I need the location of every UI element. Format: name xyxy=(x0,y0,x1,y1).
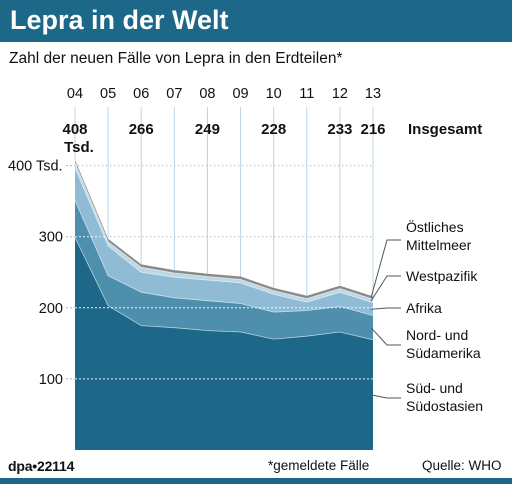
legend-label: Süd- und xyxy=(406,380,463,396)
x-tick-label: 04 xyxy=(67,86,83,102)
legend-label: Nord- und xyxy=(406,327,468,343)
legend-label: Südostasien xyxy=(406,398,483,414)
total-label: 249 xyxy=(195,121,220,138)
x-tick-labels: 04 05 06 07 08 09 10 11 12 13 xyxy=(67,86,381,102)
area-nord-und-südamerika xyxy=(75,200,373,340)
stacked-areas xyxy=(74,159,374,450)
y-tick-label: 300 xyxy=(39,230,63,246)
x-tick-label: 09 xyxy=(232,86,248,102)
data-credit: Quelle: WHO xyxy=(422,458,502,473)
legend-label: Afrika xyxy=(406,300,442,316)
x-tick-label: 12 xyxy=(332,86,348,102)
x-tick-label: 08 xyxy=(199,86,215,102)
chart-subtitle: Zahl der neuen Fälle von Lepra in den Er… xyxy=(9,50,343,67)
y-tick-label: 200 xyxy=(39,301,63,317)
x-tick-label: 06 xyxy=(133,86,149,102)
total-label: 266 xyxy=(129,121,154,138)
title-bar xyxy=(0,0,512,42)
page-title: Lepra in der Welt xyxy=(10,5,229,35)
footnote: *gemeldete Fälle xyxy=(268,458,370,473)
legend-leader xyxy=(370,275,401,302)
total-label: 233 xyxy=(327,121,352,138)
layer-edge xyxy=(74,162,374,300)
legend-leader xyxy=(370,239,401,298)
y-tick-labels: 100 200 300 400 Tsd. xyxy=(8,159,63,388)
area-afrika xyxy=(75,167,373,316)
legend-label: Westpazifik xyxy=(406,268,478,284)
legend-label: Östliches xyxy=(406,218,464,235)
total-sublabel: Tsd. xyxy=(64,139,94,156)
legend-leader xyxy=(370,394,401,399)
y-tick-label: 100 xyxy=(39,372,63,388)
source-id: dpa•22114 xyxy=(8,458,75,474)
layer-edge xyxy=(74,237,374,341)
totals-axis-label: Insgesamt xyxy=(408,121,482,138)
y-tick-label: 400 Tsd. xyxy=(8,159,63,175)
legend-label: Mittelmeer xyxy=(406,237,472,253)
legend-leader xyxy=(370,327,401,346)
x-tick-label: 11 xyxy=(299,86,314,102)
total-label: 228 xyxy=(261,121,286,138)
total-label: 216 xyxy=(360,121,385,138)
x-tick-label: 05 xyxy=(100,86,116,102)
x-tick-label: 07 xyxy=(166,86,182,102)
layer-edge xyxy=(74,200,374,316)
x-tick-label: 10 xyxy=(266,86,282,102)
total-label: 408 xyxy=(62,121,87,138)
layer-edge xyxy=(74,167,374,304)
legend-leader xyxy=(370,307,401,310)
x-tick-label: 13 xyxy=(365,86,381,102)
legend: Östliches Mittelmeer Westpazifik Afrika Nord… xyxy=(370,218,483,414)
area-süd-und-südostasien xyxy=(75,237,373,450)
bottom-bar xyxy=(0,478,512,484)
legend-label: Südamerika xyxy=(406,345,481,361)
year-lines xyxy=(74,107,374,297)
